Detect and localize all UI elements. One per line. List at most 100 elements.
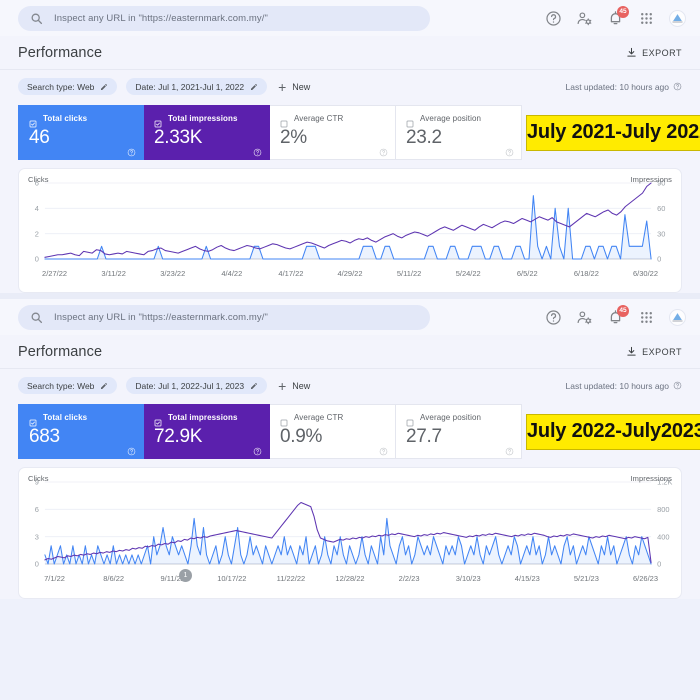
metric-card-header: Average CTR — [280, 114, 385, 127]
chart-x-tick-label: 2/2/23 — [398, 574, 420, 583]
chart-x-tick-label: 7/1/22 — [44, 574, 65, 583]
metric-card-header: Average position — [406, 413, 511, 426]
search-input[interactable]: Inspect any URL in "https://easternmark.… — [18, 304, 430, 330]
metric-card-average-ctr[interactable]: Average CTR 0.9% — [270, 404, 396, 459]
download-icon — [626, 346, 637, 357]
user-avatar-icon[interactable] — [669, 9, 686, 27]
metric-card-total-clicks[interactable]: Total clicks 683 — [18, 404, 144, 459]
metric-card-label: Total clicks — [43, 413, 88, 422]
help-icon[interactable] — [127, 443, 136, 456]
svg-text:60: 60 — [657, 204, 665, 213]
user-avatar-icon[interactable] — [669, 308, 686, 326]
help-icon[interactable] — [505, 443, 514, 456]
filter-chip-search-type[interactable]: Search type: Web — [18, 377, 118, 394]
checkbox-unchecked-icon[interactable] — [280, 414, 288, 426]
metric-card-label: Total impressions — [168, 413, 238, 422]
pencil-icon[interactable] — [100, 83, 108, 91]
page-title: Performance — [18, 343, 103, 360]
annotation-label: July 2021-July 2022 — [527, 121, 700, 143]
svg-text:0: 0 — [35, 255, 39, 264]
help-icon[interactable] — [379, 144, 388, 157]
annotation-date-range-1: July 2021-July 2022 — [526, 114, 700, 151]
performance-chart-2[interactable]: Clicks Impressions 0 3 6 9 0 400 800 1.2K 1 7/1… — [18, 467, 682, 599]
svg-text:30: 30 — [657, 229, 665, 238]
metric-card-label: Average CTR — [294, 114, 344, 123]
chart-x-tick-label: 2/27/22 — [42, 269, 68, 278]
help-icon[interactable] — [253, 443, 262, 456]
metric-card-label: Average CTR — [294, 413, 344, 422]
help-icon[interactable] — [127, 144, 136, 157]
help-icon[interactable] — [253, 144, 262, 157]
chart-x-tick-label: 4/4/22 — [221, 269, 243, 278]
checkbox-unchecked-icon[interactable] — [280, 115, 288, 127]
search-placeholder: Inspect any URL in "https://easternmark.… — [54, 311, 268, 323]
metric-card-average-position[interactable]: Average position 23.2 — [396, 105, 522, 160]
metric-card-header: Average position — [406, 114, 511, 127]
help-icon[interactable] — [545, 10, 562, 27]
metric-card-label: Total impressions — [168, 114, 238, 123]
export-button[interactable]: EXPORT — [626, 47, 682, 58]
apps-grid-icon[interactable] — [638, 10, 655, 27]
search-icon — [30, 12, 43, 25]
filter-chip-date[interactable]: Date: Jul 1, 2021-Jul 1, 2022 — [126, 78, 268, 95]
export-button[interactable]: EXPORT — [626, 346, 682, 357]
pencil-icon[interactable] — [100, 382, 108, 390]
help-icon[interactable] — [673, 82, 682, 91]
account-settings-icon[interactable] — [576, 10, 593, 27]
notifications-bell-icon[interactable]: 45 — [607, 5, 629, 27]
metric-card-header: Average CTR — [280, 413, 385, 426]
help-icon[interactable] — [379, 443, 388, 456]
metric-card-average-position[interactable]: Average position 27.7 — [396, 404, 522, 459]
panel-divider — [0, 293, 700, 299]
metric-card-value: 23.2 — [406, 127, 442, 148]
pencil-icon[interactable] — [250, 83, 258, 91]
metric-card-total-clicks[interactable]: Total clicks 46 — [18, 105, 144, 160]
toolbar-icons-2: 45 — [545, 304, 692, 326]
top-bar-1: Inspect any URL in "https://easternmark.… — [0, 0, 700, 36]
notifications-bell-icon[interactable]: 45 — [607, 304, 629, 326]
svg-text:0: 0 — [35, 560, 39, 569]
svg-text:6: 6 — [35, 505, 39, 514]
checkbox-checked-icon[interactable] — [154, 115, 162, 127]
filter-row-2: Search type: Web Date: Jul 1, 2022-Jul 1… — [0, 369, 700, 404]
pencil-icon[interactable] — [250, 382, 258, 390]
svg-text:90: 90 — [657, 179, 665, 188]
title-row-1: Performance EXPORT — [0, 36, 700, 70]
metric-card-header: Total impressions — [154, 114, 259, 127]
svg-text:0: 0 — [657, 560, 661, 569]
account-settings-icon[interactable] — [576, 309, 593, 326]
apps-grid-icon[interactable] — [638, 309, 655, 326]
add-filter-button[interactable]: + New — [278, 80, 310, 94]
performance-panel-1: Inspect any URL in "https://easternmark.… — [0, 0, 700, 293]
chart-x-tick-label: 3/11/22 — [101, 269, 126, 278]
checkbox-unchecked-icon[interactable] — [406, 414, 414, 426]
filter-chip-search-type[interactable]: Search type: Web — [18, 78, 118, 95]
chart-x-tick-label: 6/30/22 — [632, 269, 658, 278]
metric-card-average-ctr[interactable]: Average CTR 2% — [270, 105, 396, 160]
checkbox-checked-icon[interactable] — [154, 414, 162, 426]
checkbox-checked-icon[interactable] — [29, 115, 37, 127]
metric-card-total-impressions[interactable]: Total impressions 72.9K — [144, 404, 270, 459]
svg-text:4: 4 — [35, 204, 39, 213]
checkbox-unchecked-icon[interactable] — [406, 115, 414, 127]
chart-y-axis-label-right: Impressions — [630, 474, 672, 483]
plus-icon: + — [278, 377, 287, 394]
help-icon[interactable] — [505, 144, 514, 157]
checkbox-checked-icon[interactable] — [29, 414, 37, 426]
chart-y-axis-label-right: Impressions — [630, 175, 672, 184]
help-icon[interactable] — [545, 309, 562, 326]
metric-card-total-impressions[interactable]: Total impressions 2.33K — [144, 105, 270, 160]
chart-x-tick-label: 12/28/22 — [335, 574, 365, 583]
add-filter-button[interactable]: + New — [278, 379, 310, 393]
search-input[interactable]: Inspect any URL in "https://easternmark.… — [18, 5, 430, 31]
help-icon[interactable] — [673, 381, 682, 390]
performance-chart-1[interactable]: Clicks Impressions 0 2 4 6 0 30 60 90 2/27/22 3/… — [18, 168, 682, 293]
last-updated-status: Last updated: 10 hours ago — [566, 381, 683, 391]
chart-scroll-handle[interactable]: 1 — [179, 569, 192, 582]
svg-text:2: 2 — [35, 229, 39, 238]
filter-chip-date[interactable]: Date: Jul 1, 2022-Jul 1, 2023 — [126, 377, 268, 394]
svg-text:6: 6 — [35, 179, 39, 188]
metric-card-label: Average position — [420, 114, 482, 123]
metric-card-header: Total clicks — [29, 413, 133, 426]
